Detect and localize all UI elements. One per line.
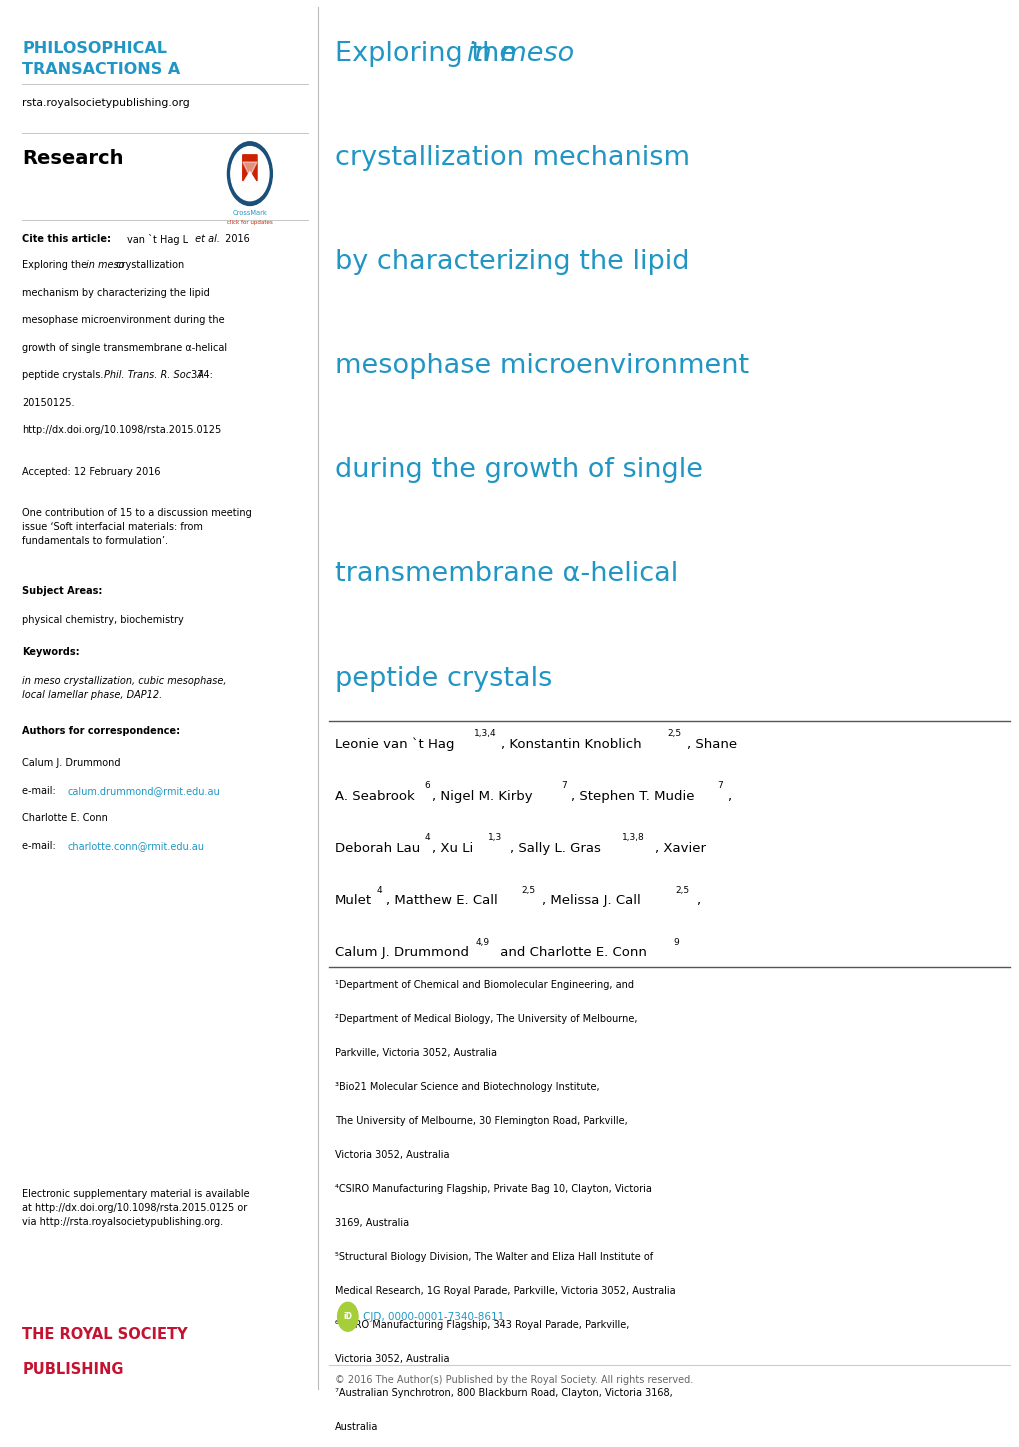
Text: , Sally L. Gras: , Sally L. Gras xyxy=(510,842,600,855)
Text: Medical Research, 1G Royal Parade, Parkville, Victoria 3052, Australia: Medical Research, 1G Royal Parade, Parkv… xyxy=(334,1285,675,1295)
Text: ²Department of Medical Biology, The University of Melbourne,: ²Department of Medical Biology, The Univ… xyxy=(334,1013,637,1023)
Text: Keywords:: Keywords: xyxy=(22,647,79,657)
Text: Victoria 3052, Australia: Victoria 3052, Australia xyxy=(334,1354,448,1363)
Text: , Stephen T. Mudie: , Stephen T. Mudie xyxy=(571,790,694,803)
Text: ³Bio21 Molecular Science and Biotechnology Institute,: ³Bio21 Molecular Science and Biotechnolo… xyxy=(334,1082,598,1091)
Text: 9: 9 xyxy=(673,938,679,946)
Text: 1,3: 1,3 xyxy=(487,833,501,842)
Circle shape xyxy=(227,142,272,205)
Text: Charlotte E. Conn: Charlotte E. Conn xyxy=(22,813,108,823)
Text: in meso: in meso xyxy=(467,41,574,67)
Text: e-mail:: e-mail: xyxy=(22,841,59,851)
Text: 6: 6 xyxy=(424,781,430,790)
Text: in meso crystallization, cubic mesophase,
local lamellar phase, DAP12.: in meso crystallization, cubic mesophase… xyxy=(22,676,226,700)
Text: TRANSACTIONS A: TRANSACTIONS A xyxy=(22,62,180,77)
Text: Phil. Trans. R. Soc. A: Phil. Trans. R. Soc. A xyxy=(104,370,204,381)
Polygon shape xyxy=(243,162,257,177)
Text: calum.drummond@rmit.edu.au: calum.drummond@rmit.edu.au xyxy=(67,786,220,796)
Text: growth of single transmembrane α-helical: growth of single transmembrane α-helical xyxy=(22,343,227,353)
Circle shape xyxy=(230,146,269,201)
Text: crystallization: crystallization xyxy=(113,260,183,271)
Text: Calum J. Drummond: Calum J. Drummond xyxy=(22,758,121,768)
Text: A. Seabrook: A. Seabrook xyxy=(334,790,414,803)
Text: CJD, 0000-0001-7340-8611: CJD, 0000-0001-7340-8611 xyxy=(363,1312,503,1321)
Text: http://dx.doi.org/10.1098/rsta.2015.0125: http://dx.doi.org/10.1098/rsta.2015.0125 xyxy=(22,425,221,436)
Text: charlotte.conn@rmit.edu.au: charlotte.conn@rmit.edu.au xyxy=(67,841,204,851)
Text: THE ROYAL SOCIETY: THE ROYAL SOCIETY xyxy=(22,1327,187,1341)
Text: 20150125.: 20150125. xyxy=(22,398,74,408)
Text: physical chemistry, biochemistry: physical chemistry, biochemistry xyxy=(22,615,184,625)
Text: mechanism by characterizing the lipid: mechanism by characterizing the lipid xyxy=(22,288,210,298)
Text: peptide crystals.: peptide crystals. xyxy=(22,370,107,381)
Text: 7: 7 xyxy=(560,781,567,790)
Text: Leonie van `t Hag: Leonie van `t Hag xyxy=(334,738,453,751)
Text: et al.: et al. xyxy=(192,234,219,245)
Text: , Konstantin Knoblich: , Konstantin Knoblich xyxy=(500,738,641,751)
Text: 2,5: 2,5 xyxy=(666,729,681,738)
Text: Victoria 3052, Australia: Victoria 3052, Australia xyxy=(334,1149,448,1159)
Text: by characterizing the lipid: by characterizing the lipid xyxy=(334,249,689,275)
Text: e-mail:: e-mail: xyxy=(22,786,59,796)
Text: iD: iD xyxy=(343,1312,352,1321)
Text: 1,3,4: 1,3,4 xyxy=(474,729,496,738)
Text: Exploring the: Exploring the xyxy=(334,41,524,67)
Text: , Xu Li: , Xu Li xyxy=(432,842,473,855)
Text: 3169, Australia: 3169, Australia xyxy=(334,1218,409,1227)
Text: crystallization mechanism: crystallization mechanism xyxy=(334,145,689,171)
Text: One contribution of 15 to a discussion meeting
issue ‘Soft interfacial materials: One contribution of 15 to a discussion m… xyxy=(22,508,252,546)
Text: 4,9: 4,9 xyxy=(475,938,489,946)
Text: ⁶CSIRO Manufacturing Flagship, 343 Royal Parade, Parkville,: ⁶CSIRO Manufacturing Flagship, 343 Royal… xyxy=(334,1320,629,1330)
Text: peptide crystals: peptide crystals xyxy=(334,666,551,692)
Text: Subject Areas:: Subject Areas: xyxy=(22,586,103,596)
Text: , Melissa J. Call: , Melissa J. Call xyxy=(541,894,640,907)
Text: , Xavier: , Xavier xyxy=(654,842,705,855)
Text: ⁵Structural Biology Division, The Walter and Eliza Hall Institute of: ⁵Structural Biology Division, The Walter… xyxy=(334,1252,652,1262)
Text: Electronic supplementary material is available
at http://dx.doi.org/10.1098/rsta: Electronic supplementary material is ava… xyxy=(22,1189,250,1227)
Text: PHILOSOPHICAL: PHILOSOPHICAL xyxy=(22,41,167,55)
Text: The University of Melbourne, 30 Flemington Road, Parkville,: The University of Melbourne, 30 Flemingt… xyxy=(334,1116,627,1126)
Text: 2,5: 2,5 xyxy=(521,886,535,894)
Text: 374:: 374: xyxy=(187,370,213,381)
Text: CrossMark: CrossMark xyxy=(232,210,267,216)
Text: Australia: Australia xyxy=(334,1421,378,1431)
Text: ⁷Australian Synchrotron, 800 Blackburn Road, Clayton, Victoria 3168,: ⁷Australian Synchrotron, 800 Blackburn R… xyxy=(334,1388,672,1398)
Text: Accepted: 12 February 2016: Accepted: 12 February 2016 xyxy=(22,467,161,478)
Text: van `t Hag L: van `t Hag L xyxy=(127,234,189,246)
Text: click for updates: click for updates xyxy=(227,220,272,224)
Text: and Charlotte E. Conn: and Charlotte E. Conn xyxy=(495,946,646,959)
Text: ,: , xyxy=(727,790,731,803)
Text: Deborah Lau: Deborah Lau xyxy=(334,842,420,855)
Text: Calum J. Drummond: Calum J. Drummond xyxy=(334,946,468,959)
Text: 7: 7 xyxy=(716,781,722,790)
Text: Authors for correspondence:: Authors for correspondence: xyxy=(22,726,180,737)
Text: rsta.royalsocietypublishing.org: rsta.royalsocietypublishing.org xyxy=(22,98,190,109)
Text: 2016: 2016 xyxy=(222,234,250,245)
Text: 1,3,8: 1,3,8 xyxy=(622,833,644,842)
Text: 2,5: 2,5 xyxy=(675,886,689,894)
Circle shape xyxy=(337,1302,358,1331)
Text: ¹Department of Chemical and Biomolecular Engineering, and: ¹Department of Chemical and Biomolecular… xyxy=(334,980,633,990)
Text: during the growth of single: during the growth of single xyxy=(334,457,702,483)
Text: ⁴CSIRO Manufacturing Flagship, Private Bag 10, Clayton, Victoria: ⁴CSIRO Manufacturing Flagship, Private B… xyxy=(334,1184,651,1194)
Text: Parkville, Victoria 3052, Australia: Parkville, Victoria 3052, Australia xyxy=(334,1048,496,1058)
Text: , Shane: , Shane xyxy=(687,738,737,751)
Text: in meso: in meso xyxy=(86,260,124,271)
Text: Exploring the: Exploring the xyxy=(22,260,91,271)
Text: Mulet: Mulet xyxy=(334,894,371,907)
Text: mesophase microenvironment: mesophase microenvironment xyxy=(334,353,748,379)
Text: Research: Research xyxy=(22,149,124,168)
Text: Cite this article:: Cite this article: xyxy=(22,234,111,245)
Text: 4: 4 xyxy=(376,886,382,894)
Text: transmembrane α-helical: transmembrane α-helical xyxy=(334,561,678,587)
Text: 4: 4 xyxy=(424,833,430,842)
Text: ,: , xyxy=(695,894,699,907)
Text: mesophase microenvironment during the: mesophase microenvironment during the xyxy=(22,315,225,326)
Polygon shape xyxy=(243,155,257,181)
Text: PUBLISHING: PUBLISHING xyxy=(22,1362,124,1376)
Text: © 2016 The Author(s) Published by the Royal Society. All rights reserved.: © 2016 The Author(s) Published by the Ro… xyxy=(334,1375,692,1385)
Text: , Nigel M. Kirby: , Nigel M. Kirby xyxy=(432,790,533,803)
Text: , Matthew E. Call: , Matthew E. Call xyxy=(385,894,497,907)
